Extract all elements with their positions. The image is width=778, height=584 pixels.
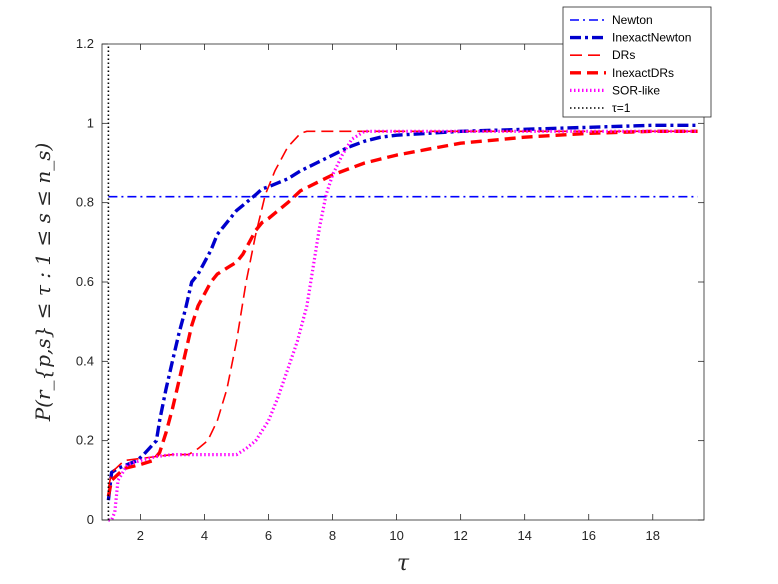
x-tick-label: 18: [646, 528, 660, 543]
x-tick-label: 6: [265, 528, 272, 543]
x-tick-label: 12: [453, 528, 467, 543]
y-tick-label: 0: [87, 512, 94, 527]
x-tick-label: 16: [581, 528, 595, 543]
x-tick-label: 10: [389, 528, 403, 543]
series-line-dotted: [108, 129, 698, 522]
x-tick-label: 8: [329, 528, 336, 543]
x-tick-layer: 2 4 6 8 10 12 14 16 18: [137, 44, 660, 543]
x-tick-label: 14: [517, 528, 531, 543]
legend-box: [562, 6, 712, 118]
x-tick-label: 4: [201, 528, 208, 543]
series-layer: [106, 44, 698, 522]
x-axis-label: τ: [397, 551, 410, 576]
x-tick-label: 2: [137, 528, 144, 543]
series-line-dashdot-bold: [106, 123, 698, 501]
legend: Newton InexactNewton DRs InexactDRs SOR-like…: [562, 6, 712, 118]
legend-label: InexactDRs: [612, 66, 674, 80]
y-axis-label: P(r_{p,s} ≤ τ : 1 ≤ s ≤ n_s): [31, 143, 55, 423]
y-tick-layer: 0 0.2 0.4 0.6 0.8 1 1.2: [76, 36, 704, 527]
y-tick-label: 0.6: [76, 274, 94, 289]
series-line-dashed-bold: [106, 129, 698, 497]
legend-label: InexactNewton: [612, 31, 691, 45]
legend-label: SOR-like: [612, 83, 660, 97]
y-tick-label: 0.4: [76, 353, 94, 368]
y-tick-label: 0.8: [76, 195, 94, 210]
legend-label: τ=1: [612, 101, 631, 115]
legend-label: DRs: [612, 48, 635, 62]
legend-label: Newton: [612, 13, 653, 27]
y-tick-label: 1: [87, 115, 94, 130]
y-tick-label: 0.2: [76, 433, 94, 448]
y-tick-label: 1.2: [76, 36, 94, 51]
